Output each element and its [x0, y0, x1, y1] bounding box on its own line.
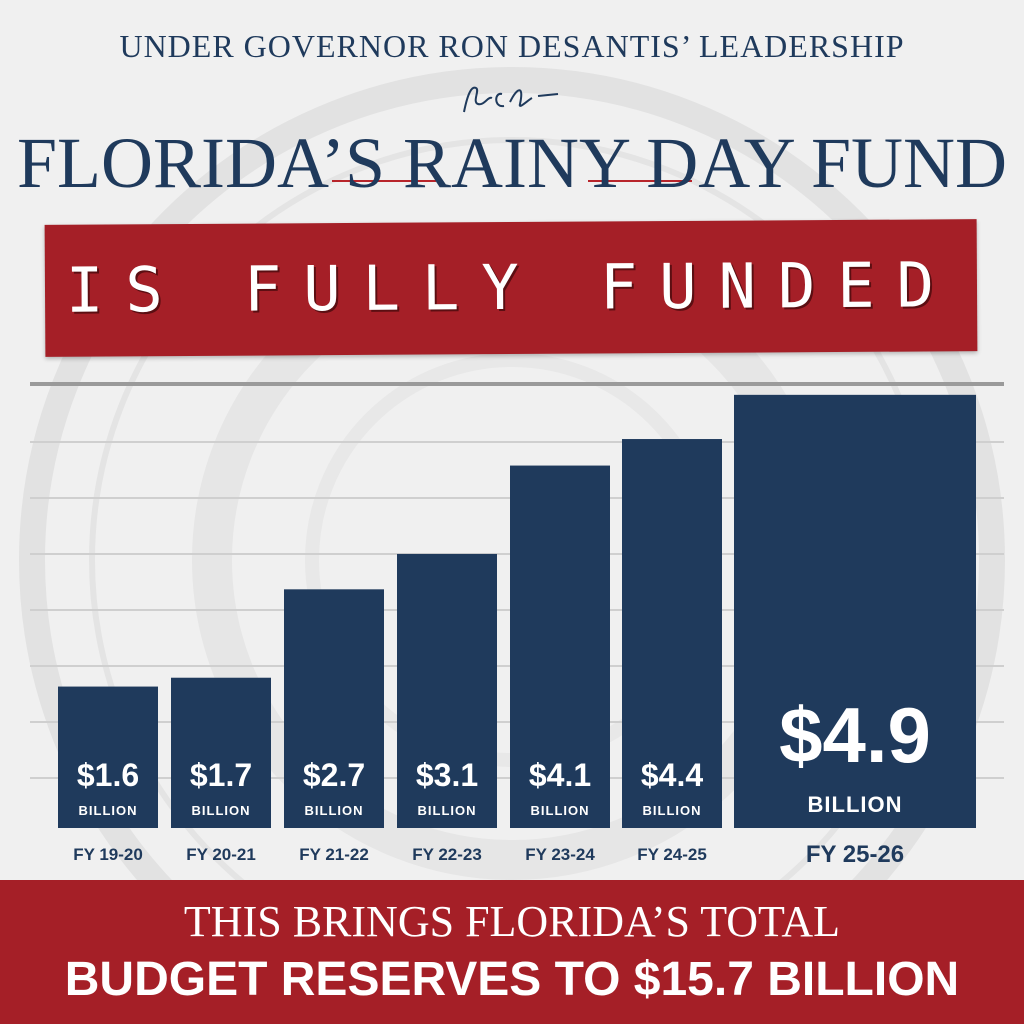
bar-fy-21-22	[284, 589, 384, 828]
unit-label: BILLION	[643, 803, 702, 818]
value-label: $4.1	[529, 757, 591, 793]
category-label: FY 22-23	[412, 845, 482, 864]
footer-line-2: BUDGET RESERVES TO $15.7 BILLION	[64, 953, 960, 1006]
value-label: $4.9	[779, 691, 931, 779]
unit-label: BILLION	[305, 803, 364, 818]
unit-label: BILLION	[418, 803, 477, 818]
unit-label: BILLION	[808, 792, 903, 817]
footer-banner: THIS BRINGS FLORIDA’S TOTAL BUDGET RESER…	[0, 880, 1024, 1024]
chart-top-rule	[30, 382, 1004, 386]
bar-chart: $1.6 BILLION FY 19-20 $1.7 BILLION FY 20-21 $2…	[30, 382, 1004, 868]
category-label: FY 19-20	[73, 845, 143, 864]
value-label: $2.7	[303, 757, 365, 793]
left-rule	[332, 180, 436, 182]
bar-fy-25-26	[734, 394, 976, 828]
value-label: $3.1	[416, 757, 478, 793]
category-label: FY 21-22	[299, 845, 369, 864]
bar-fy-24-25	[622, 439, 722, 828]
bar-fy-22-23	[397, 553, 497, 828]
value-label: $1.7	[190, 757, 252, 793]
banner-text: IS FULLY FUNDED	[65, 248, 957, 327]
value-label: $4.4	[641, 757, 703, 793]
bar-fy-19-20	[58, 686, 158, 828]
unit-label: BILLION	[79, 803, 138, 818]
unit-label: BILLION	[192, 803, 251, 818]
right-rule	[588, 180, 692, 182]
signature-row	[0, 82, 1024, 182]
category-label: FY 25-26	[806, 841, 904, 868]
category-label: FY 20-21	[186, 845, 256, 864]
unit-label: BILLION	[531, 803, 590, 818]
funded-banner: IS FULLY FUNDED	[44, 219, 978, 357]
main-title: FLORIDA’S RAINY DAY FUND	[16, 123, 1008, 203]
bar-fy-20-21	[171, 677, 271, 828]
category-label: FY 24-25	[637, 845, 707, 864]
signature-icon	[463, 86, 559, 113]
category-label: FY 23-24	[525, 845, 595, 864]
value-label: $1.6	[77, 757, 139, 793]
kicker-text: UNDER GOVERNOR RON DESANTIS’ LEADERSHIP	[119, 28, 905, 64]
bar-fy-23-24	[510, 465, 610, 828]
footer-line-1: THIS BRINGS FLORIDA’S TOTAL	[183, 897, 841, 946]
